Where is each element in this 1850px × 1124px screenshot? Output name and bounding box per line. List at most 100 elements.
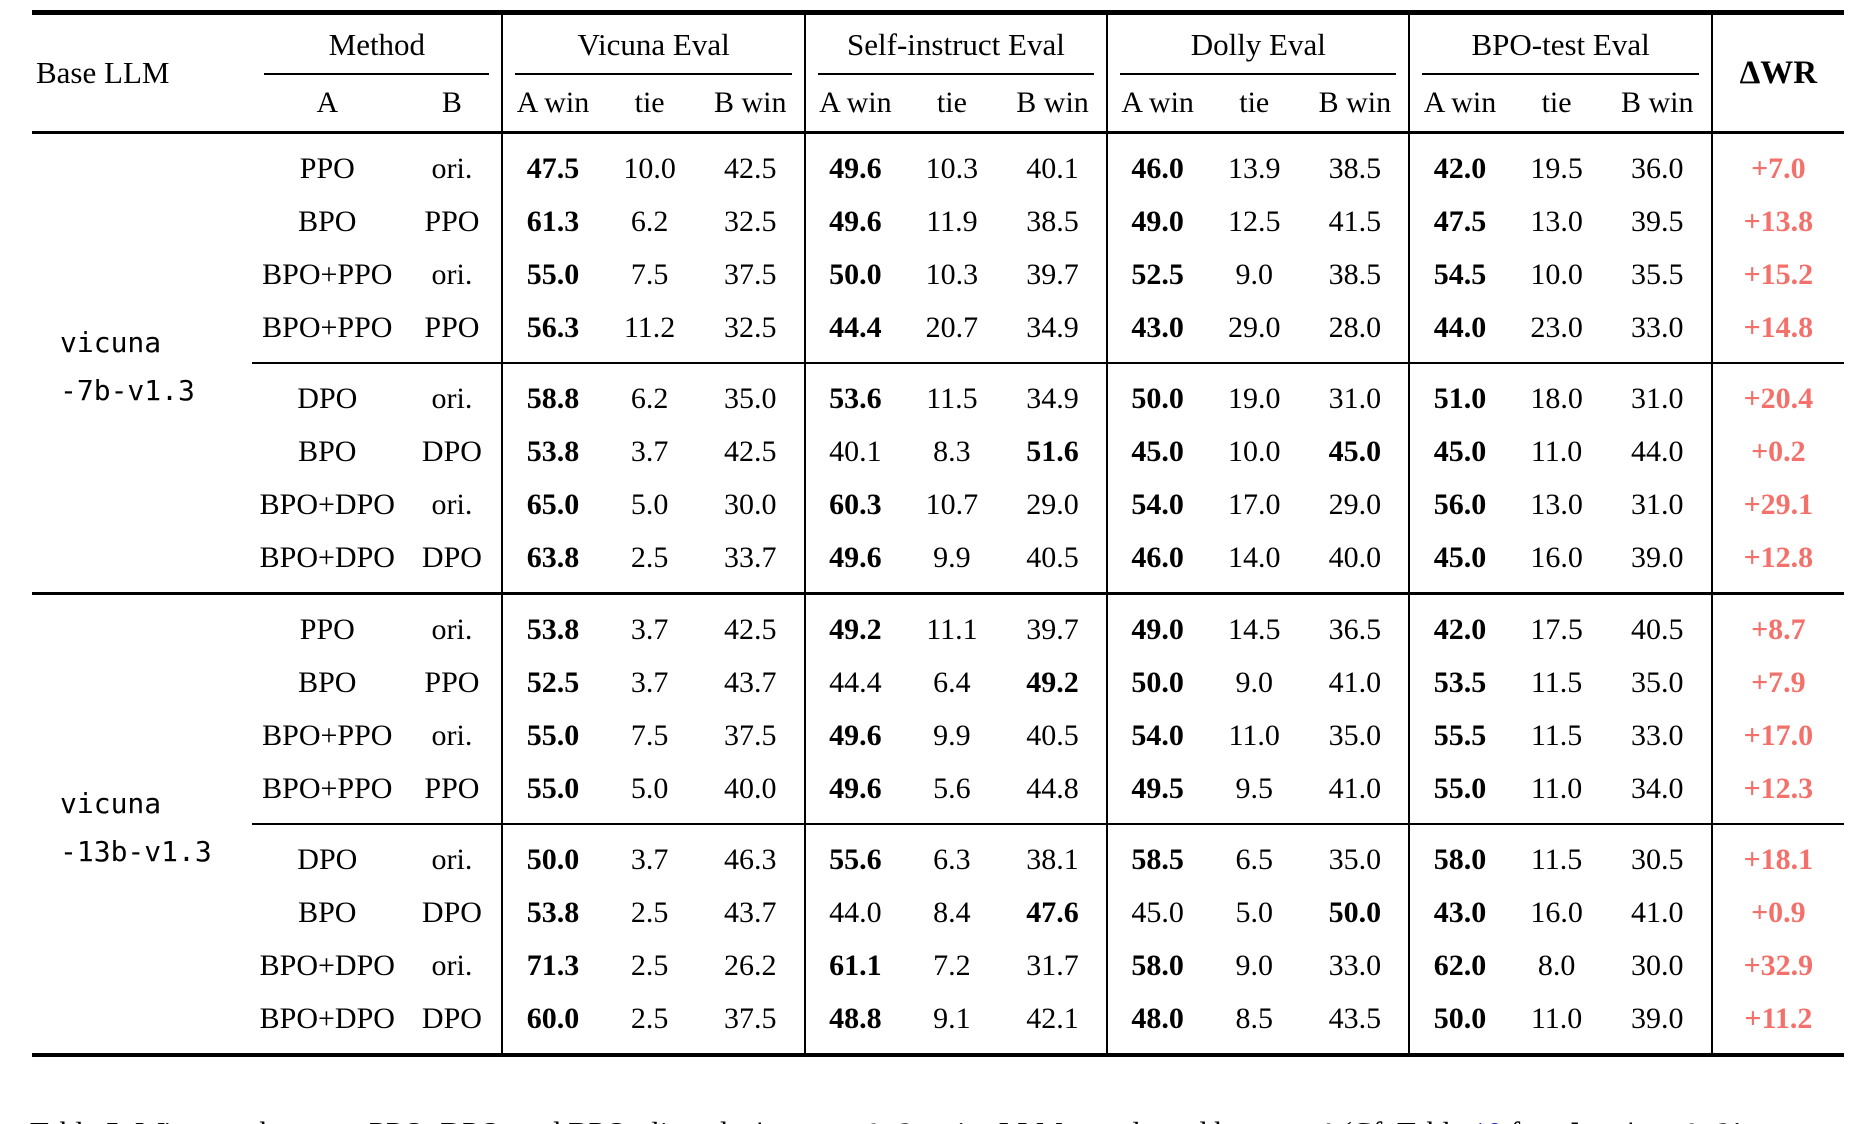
a-win-cell: 55.0 [1408,762,1510,825]
a-win-cell: 51.0 [1408,363,1510,425]
b-win-cell: 42.5 [723,612,777,646]
tie-cell: 9.0 [1235,665,1274,699]
col-header-b-win: B win [1318,86,1392,119]
header-row-groups: Base LLM Method Vicuna Eval Self-instruc… [32,12,1844,133]
delta-wr-cell: +0.9 [1710,886,1844,939]
table-row: BPO DPO 53.8 2.5 43.7 44.0 8.4 47.6 45.0 5.0 50.0 4… [32,886,1844,939]
method-a-cell: PPO [299,612,355,646]
method-b-cell: ori. [431,151,473,185]
win-rates-table: Base LLM Method Vicuna Eval Self-instruc… [32,10,1844,1057]
b-win-cell: 32.5 [696,301,805,364]
b-win-cell: 39.0 [1630,540,1684,574]
tie-cell: 8.4 [933,895,971,929]
delta-wr-cell: +18.1 [1710,824,1844,886]
b-win-cell: 45.0 [1328,434,1382,468]
a-win-cell: 63.8 [501,531,603,594]
tie-cell: 5.6 [904,762,999,825]
b-win-cell: 40.5 [1026,718,1079,752]
col-header-tie: tie [1239,86,1270,119]
delta-wr-cell: +17.0 [1710,709,1844,762]
a-win-cell: 55.0 [501,248,603,301]
a-win-cell: 58.0 [1106,939,1208,992]
a-win-cell: 49.0 [1106,593,1208,656]
a-win-cell: 50.0 [1106,363,1208,425]
a-win-cell: 53.6 [803,363,905,425]
tie-cell: 8.0 [1537,948,1576,982]
caption-text: ’s evaluation). BPO not only outperforms… [30,1116,1790,1124]
a-win-cell: 55.5 [1408,709,1510,762]
tie-cell: 2.5 [630,948,669,982]
method-a-cell: DPO [297,381,358,415]
b-win-cell: 41.0 [1328,665,1382,699]
table-row: BPO+PPO ori. 55.0 7.5 37.5 50.0 10.3 39.7 52.5 9.… [32,248,1844,301]
table-row: BPO PPO 52.5 3.7 43.7 44.4 6.4 49.2 50.0 9.0 41.0 5… [32,656,1844,709]
table-ref-link[interactable]: 10 [1472,1116,1503,1124]
b-win-cell: 44.8 [998,762,1108,825]
a-win-cell: 55.0 [501,762,603,825]
tie-cell: 23.0 [1509,301,1604,364]
base-llm-label: vicuna -13b-v1.3 [60,787,212,868]
tie-cell: 9.0 [1235,257,1274,291]
tie-cell: 19.5 [1530,151,1583,185]
tie-cell: 13.0 [1530,204,1583,238]
method-a-cell: BPO+PPO [252,762,403,825]
b-win-cell: 36.5 [1328,612,1382,646]
col-header-a-win: A win [501,75,603,133]
a-win-cell: 49.6 [803,709,905,762]
tie-cell: 11.0 [1228,718,1280,752]
b-win-cell: 43.7 [723,665,777,699]
a-win-cell: 54.0 [1106,478,1208,531]
a-win-cell: 47.5 [501,132,603,195]
method-b-cell: DPO [421,434,482,468]
method-a-cell: DPO [297,842,358,876]
tie-cell: 16.0 [1530,540,1583,574]
b-win-cell: 30.0 [723,487,777,521]
method-b-cell: PPO [402,762,503,825]
tie-cell: 11.0 [1530,1001,1583,1035]
tie-cell: 3.7 [630,665,669,699]
delta-wr-cell: +12.3 [1710,762,1844,825]
b-win-cell: 34.9 [1026,381,1079,415]
col-header-b-win: B win [1016,86,1089,119]
tie-cell: 2.5 [630,895,669,929]
b-win-cell: 33.0 [1328,948,1382,982]
tie-cell: 8.3 [933,434,971,468]
col-header-b-win: B win [713,86,787,119]
tie-cell: 11.0 [1530,434,1583,468]
a-win-cell: 55.6 [803,824,905,886]
tie-cell: 10.0 [1228,434,1281,468]
a-win-cell: 49.6 [803,195,905,248]
method-b-cell: ori. [431,718,473,752]
col-header-method-b: B [441,86,462,119]
a-win-cell: 43.0 [1408,886,1510,939]
table-row: BPO+PPO ori. 55.0 7.5 37.5 49.6 9.9 40.5 54.0 11.… [32,709,1844,762]
tie-cell: 11.5 [1530,718,1583,752]
tie-cell: 5.0 [630,487,669,521]
b-win-cell: 42.5 [723,434,777,468]
a-win-cell: 50.0 [1408,992,1510,1055]
b-win-cell: 39.0 [1630,1001,1684,1035]
table-row: DPO ori. 58.8 6.2 35.0 53.6 11.5 34.9 50.0 19.0 31… [32,363,1844,425]
delta-wr-cell: +32.9 [1710,939,1844,992]
col-group-dolly-eval: Dolly Eval [1106,12,1410,75]
a-win-cell: 44.0 [1408,301,1510,364]
tie-cell: 14.5 [1228,612,1281,646]
col-header-base-llm: Base LLM [36,55,170,90]
caption-text: (Cf. Table [1334,1116,1472,1124]
a-win-cell: 44.4 [803,656,905,709]
table-row: DPO ori. 50.0 3.7 46.3 55.6 6.3 38.1 58.5 6.5 35.0… [32,824,1844,886]
b-win-cell: 49.2 [1026,665,1079,699]
b-win-cell: 50.0 [1328,895,1382,929]
method-a-cell: BPO+PPO [262,718,393,752]
delta-wr-cell: +20.4 [1710,363,1844,425]
col-header-tie: tie [936,86,967,119]
b-win-cell: 35.0 [723,381,777,415]
b-win-cell: 28.0 [1301,301,1410,364]
a-win-cell: 56.0 [1408,478,1510,531]
b-win-cell: 40.0 [1328,540,1382,574]
b-win-cell: 32.5 [723,204,777,238]
method-b-cell: DPO [421,1001,482,1035]
tie-cell: 11.5 [1530,665,1583,699]
b-win-cell: 26.2 [723,948,777,982]
tie-cell: 17.5 [1530,612,1583,646]
